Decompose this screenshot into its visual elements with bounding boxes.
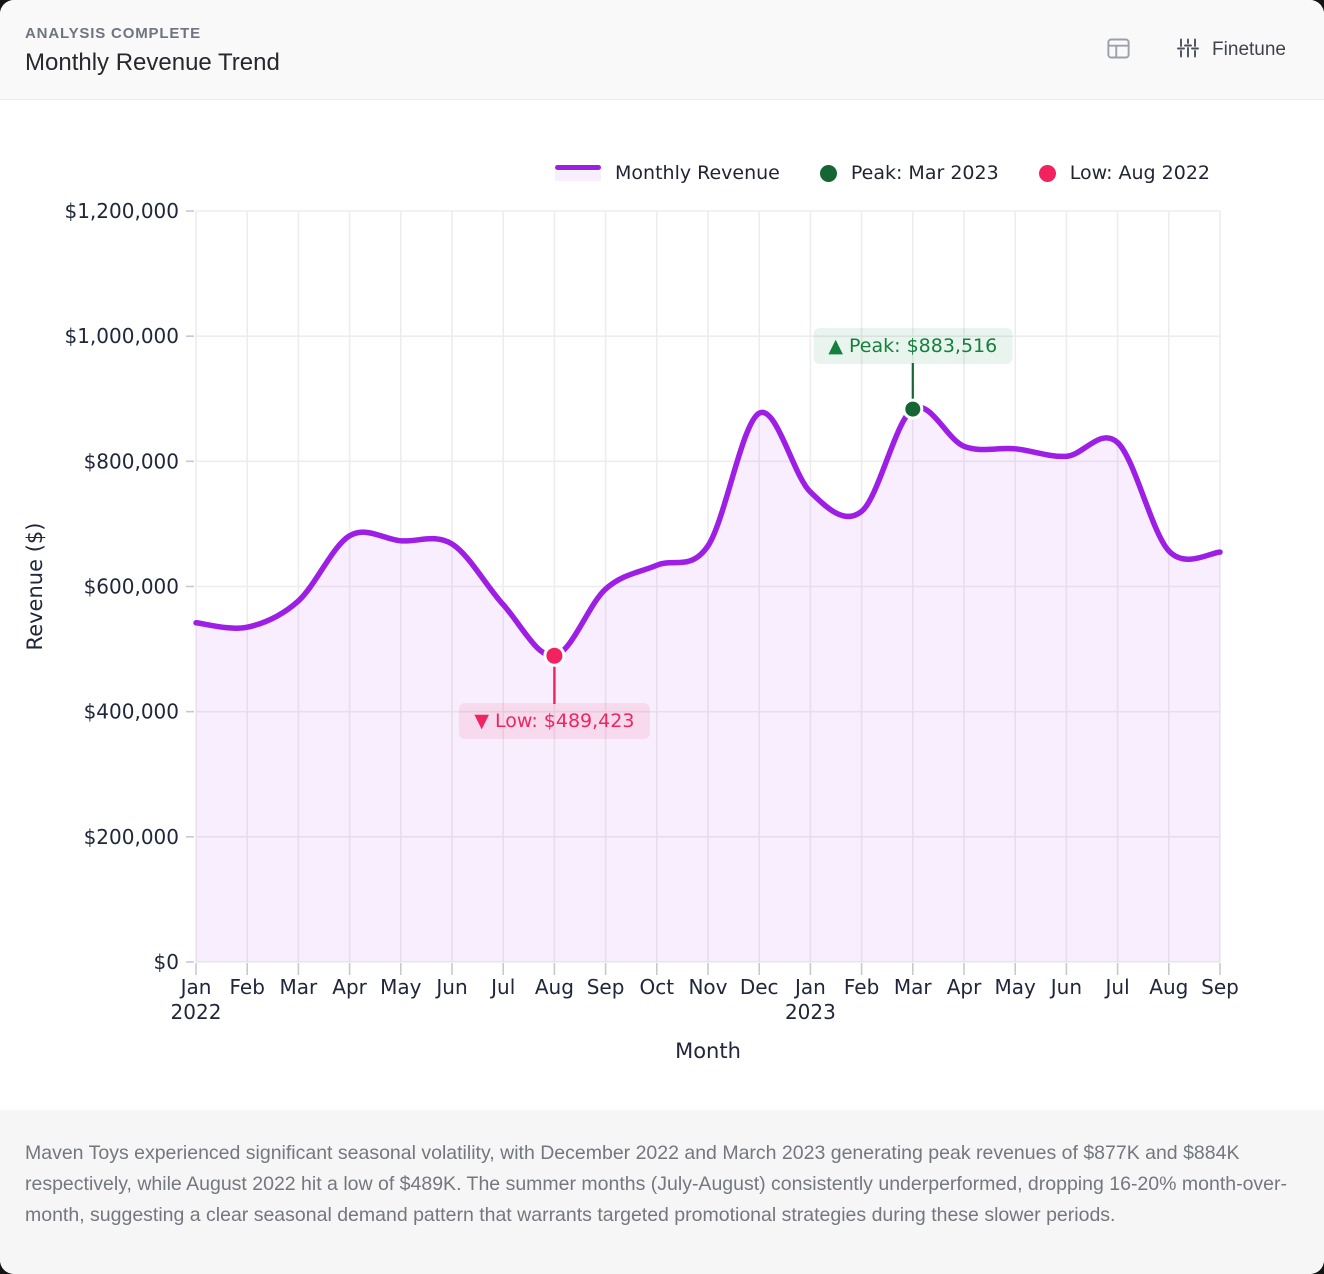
svg-text:Jan: Jan xyxy=(793,975,826,999)
svg-text:2023: 2023 xyxy=(785,1000,836,1024)
svg-text:Apr: Apr xyxy=(947,975,982,999)
svg-text:Jul: Jul xyxy=(1104,975,1130,999)
line-swatch-icon xyxy=(555,165,602,181)
header: ANALYSIS COMPLETE Monthly Revenue Trend xyxy=(0,0,1324,100)
svg-text:$600,000: $600,000 xyxy=(84,575,179,599)
svg-text:Oct: Oct xyxy=(640,975,675,999)
svg-text:Jan: Jan xyxy=(179,975,212,999)
finetune-button[interactable]: Finetune xyxy=(1176,36,1286,63)
peak-annotation: ▲ Peak: $883,516 xyxy=(813,328,1013,364)
svg-text:Jul: Jul xyxy=(489,975,515,999)
low-dot-icon xyxy=(1038,164,1056,182)
table-view-button[interactable] xyxy=(1105,35,1132,65)
low-annotation: ▼ Low: $489,423 xyxy=(459,703,650,739)
svg-text:Mar: Mar xyxy=(894,975,933,999)
legend-item-low: Low: Aug 2022 xyxy=(1038,162,1210,184)
header-actions: Finetune xyxy=(1105,35,1286,65)
svg-text:Feb: Feb xyxy=(844,975,879,999)
sliders-icon xyxy=(1176,36,1200,63)
svg-text:May: May xyxy=(995,975,1037,999)
insight-text: Maven Toys experienced significant seaso… xyxy=(25,1142,1287,1226)
svg-text:Revenue ($): Revenue ($) xyxy=(23,523,47,651)
svg-text:May: May xyxy=(380,975,422,999)
svg-text:Aug: Aug xyxy=(1149,975,1188,999)
svg-text:Sep: Sep xyxy=(1201,975,1239,999)
svg-text:$400,000: $400,000 xyxy=(84,700,179,724)
svg-text:2022: 2022 xyxy=(171,1000,222,1024)
analysis-status: ANALYSIS COMPLETE xyxy=(25,24,201,42)
legend-label: Monthly Revenue xyxy=(615,162,780,184)
svg-text:$1,200,000: $1,200,000 xyxy=(64,199,179,223)
svg-text:Nov: Nov xyxy=(688,975,727,999)
svg-text:Sep: Sep xyxy=(587,975,625,999)
svg-text:Month: Month xyxy=(675,1039,741,1063)
page-title: Monthly Revenue Trend xyxy=(25,48,280,76)
svg-text:$800,000: $800,000 xyxy=(84,449,179,473)
legend-item-peak: Peak: Mar 2023 xyxy=(819,162,999,184)
finetune-label: Finetune xyxy=(1212,38,1286,60)
svg-text:$200,000: $200,000 xyxy=(84,825,179,849)
legend-label: Peak: Mar 2023 xyxy=(850,162,999,184)
svg-text:Aug: Aug xyxy=(535,975,574,999)
insight-footer: Maven Toys experienced significant seaso… xyxy=(0,1110,1324,1274)
chart-area: $0 $200,000 $400,000 $600,000 $800,000 $1,000… xyxy=(0,100,1324,1110)
header-titles: ANALYSIS COMPLETE Monthly Revenue Trend xyxy=(25,23,280,77)
svg-text:Feb: Feb xyxy=(229,975,264,999)
table-icon xyxy=(1105,35,1132,65)
svg-text:Dec: Dec xyxy=(740,975,779,999)
peak-dot-icon xyxy=(819,164,837,182)
svg-text:Jun: Jun xyxy=(1049,975,1082,999)
chart-legend: Monthly Revenue Peak: Mar 2023 Low: Aug … xyxy=(555,162,1210,184)
svg-text:Mar: Mar xyxy=(280,975,319,999)
svg-text:$1,000,000: $1,000,000 xyxy=(64,324,179,348)
revenue-chart: $0 $200,000 $400,000 $600,000 $800,000 $1,000… xyxy=(23,199,1239,1063)
legend-label: Low: Aug 2022 xyxy=(1069,162,1210,184)
legend-item-monthly-revenue: Monthly Revenue xyxy=(555,162,780,184)
svg-text:Jun: Jun xyxy=(434,975,467,999)
svg-text:$0: $0 xyxy=(154,950,179,974)
svg-text:Apr: Apr xyxy=(332,975,367,999)
